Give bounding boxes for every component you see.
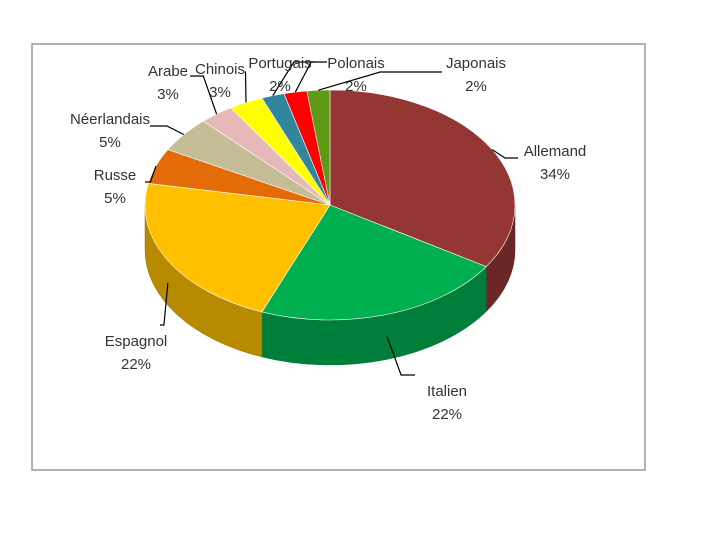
leader-line [150,125,185,136]
category-label: Russe [94,167,137,184]
value-label: 2% [465,78,487,95]
leader-line [386,336,415,376]
value-label: 5% [99,134,121,151]
category-label: Japonais [446,55,506,72]
leader-line [491,149,518,159]
category-label: Arabe [148,63,188,80]
leader-line [190,75,218,115]
leader-line [318,71,442,91]
slice [306,89,331,206]
leader-line [272,61,315,96]
value-label: 34% [540,166,570,183]
category-label: Néerlandais [70,111,150,128]
value-label: 22% [432,406,462,423]
category-label: Italien [427,383,467,400]
leader-line [160,282,169,326]
value-label: 3% [209,84,231,101]
slice [144,183,331,313]
value-label: 2% [345,78,367,95]
category-label: Portugais [248,55,311,72]
category-label: Espagnol [105,333,168,350]
value-label: 2% [269,78,291,95]
slice [261,204,487,321]
leader-line [294,61,327,93]
category-label: Allemand [524,143,587,160]
value-label: 5% [104,190,126,207]
slice [329,89,516,267]
category-label: Chinois [195,61,245,78]
category-label: Polonais [327,55,385,72]
leader-line [145,165,157,183]
value-label: 22% [121,356,151,373]
leader-line [244,71,247,103]
value-label: 3% [157,86,179,103]
